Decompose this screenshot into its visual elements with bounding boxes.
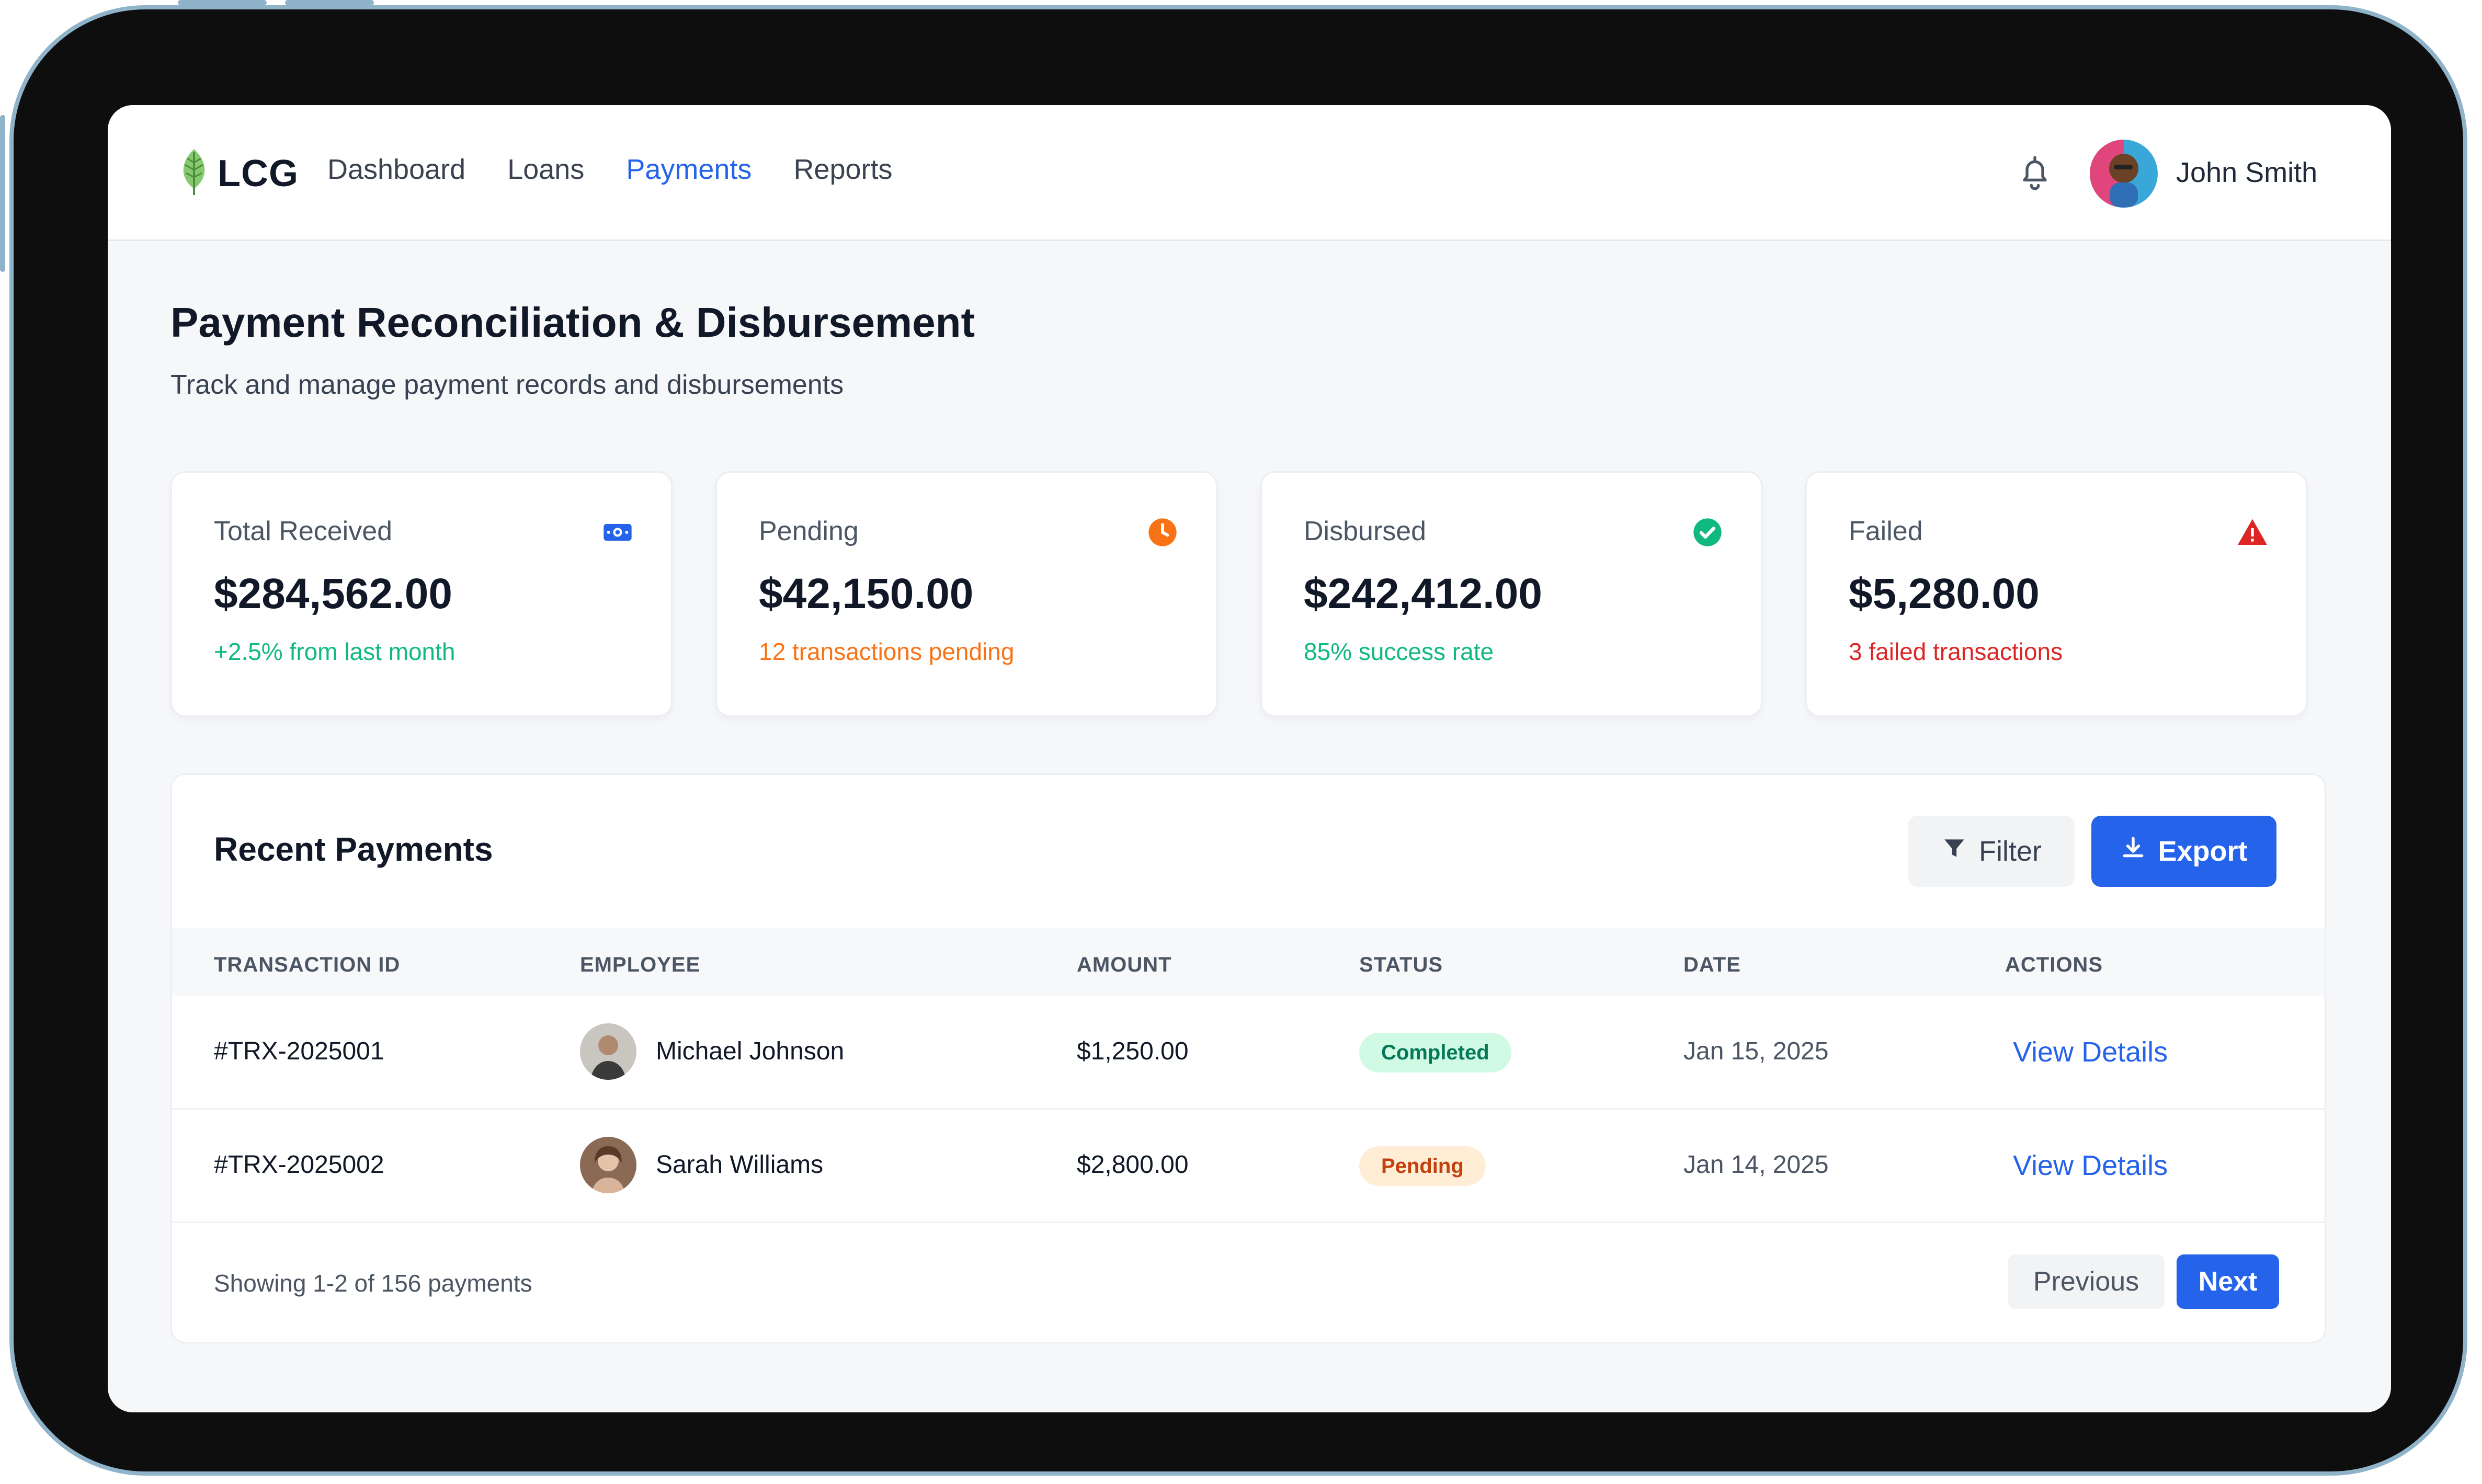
warning-icon <box>2236 516 2269 549</box>
payment-date: Jan 14, 2025 <box>1683 1151 1829 1179</box>
volume-button <box>178 0 267 5</box>
nav-payments[interactable]: Payments <box>626 154 752 185</box>
tablet-frame: LCG Dashboard Loans Payments Reports <box>9 5 2467 1476</box>
nav-dashboard[interactable]: Dashboard <box>327 154 466 185</box>
stat-note: 12 transactions pending <box>759 638 1015 665</box>
download-icon <box>2120 835 2146 868</box>
filter-label: Filter <box>1979 836 2042 867</box>
top-navigation: LCG Dashboard Loans Payments Reports <box>108 105 2391 241</box>
transaction-id: #TRX-2025001 <box>214 1037 384 1065</box>
table-header: TRANSACTION ID EMPLOYEE AMOUNT STATUS DA… <box>172 928 2325 996</box>
stat-card-pending: Pending $42,150.00 12 transactions pendi… <box>715 471 1217 717</box>
page-subtitle: Track and manage payment records and dis… <box>170 370 844 400</box>
volume-button <box>285 0 374 5</box>
next-page-button[interactable]: Next <box>2177 1254 2279 1309</box>
user-avatar[interactable] <box>2090 140 2158 208</box>
logo[interactable]: LCG <box>176 147 299 200</box>
payment-amount: $2,800.00 <box>1077 1151 1189 1179</box>
bell-icon[interactable] <box>2014 152 2056 194</box>
view-details-link[interactable]: View Details <box>2013 1036 2168 1068</box>
stat-label: Failed <box>1849 516 1923 546</box>
column-header-actions: ACTIONS <box>2005 953 2103 976</box>
filter-icon <box>1941 835 1967 868</box>
view-details-link[interactable]: View Details <box>2013 1150 2168 1181</box>
filter-button[interactable]: Filter <box>1908 816 2075 887</box>
table-row: #TRX-2025001 Michael Johnson $1,250.00 C… <box>172 996 2325 1110</box>
recent-payments-panel: Recent Payments Filter Export TRANSACTIO… <box>170 773 2326 1343</box>
column-header-transaction-id: TRANSACTION ID <box>214 953 401 976</box>
money-icon <box>601 516 634 549</box>
export-label: Export <box>2158 836 2248 867</box>
export-button[interactable]: Export <box>2091 816 2276 887</box>
page-title: Payment Reconciliation & Disbursement <box>170 299 975 346</box>
leaf-icon <box>176 147 212 200</box>
nav-loans[interactable]: Loans <box>507 154 585 185</box>
status-badge: Pending <box>1359 1146 1486 1186</box>
main-nav: Dashboard Loans Payments Reports <box>327 153 893 186</box>
column-header-amount: AMOUNT <box>1077 953 1172 976</box>
previous-page-button[interactable]: Previous <box>2008 1254 2165 1309</box>
user-name[interactable]: John Smith <box>2176 157 2318 188</box>
stat-value: $42,150.00 <box>759 570 974 618</box>
column-header-employee: EMPLOYEE <box>580 953 701 976</box>
stat-card-disbursed: Disbursed $242,412.00 85% success rate <box>1260 471 1762 717</box>
check-circle-icon <box>1691 516 1724 549</box>
stat-label: Pending <box>759 516 859 546</box>
nav-reports[interactable]: Reports <box>793 154 893 185</box>
stat-value: $284,562.00 <box>214 570 453 618</box>
stat-card-failed: Failed $5,280.00 3 failed transactions <box>1805 471 2307 717</box>
payment-date: Jan 15, 2025 <box>1683 1037 1829 1065</box>
column-header-date: DATE <box>1683 953 1741 976</box>
status-badge: Completed <box>1359 1033 1511 1072</box>
stat-note: 85% success rate <box>1304 638 1494 665</box>
stat-value: $242,412.00 <box>1304 570 1543 618</box>
stat-label: Disbursed <box>1304 516 1427 546</box>
panel-title: Recent Payments <box>214 830 493 868</box>
column-header-status: STATUS <box>1359 953 1443 976</box>
app-screen: LCG Dashboard Loans Payments Reports <box>108 105 2391 1412</box>
transaction-id: #TRX-2025002 <box>214 1151 384 1179</box>
stat-value: $5,280.00 <box>1849 570 2040 618</box>
power-button <box>0 115 5 272</box>
stat-label: Total Received <box>214 516 393 546</box>
stat-note: 3 failed transactions <box>1849 638 2063 665</box>
table-row: #TRX-2025002 Sarah Williams $2,800.00 Pe… <box>172 1110 2325 1223</box>
employee-avatar <box>580 1137 636 1193</box>
employee-name: Michael Johnson <box>656 1037 845 1065</box>
pagination-summary: Showing 1-2 of 156 payments <box>214 1270 532 1297</box>
clock-icon <box>1146 516 1179 549</box>
employee-avatar <box>580 1023 636 1080</box>
stat-card-total-received: Total Received $284,562.00 +2.5% from la… <box>170 471 673 717</box>
logo-text: LCG <box>218 152 299 195</box>
employee-name: Sarah Williams <box>656 1151 824 1179</box>
stat-note: +2.5% from last month <box>214 638 456 665</box>
payment-amount: $1,250.00 <box>1077 1037 1189 1065</box>
